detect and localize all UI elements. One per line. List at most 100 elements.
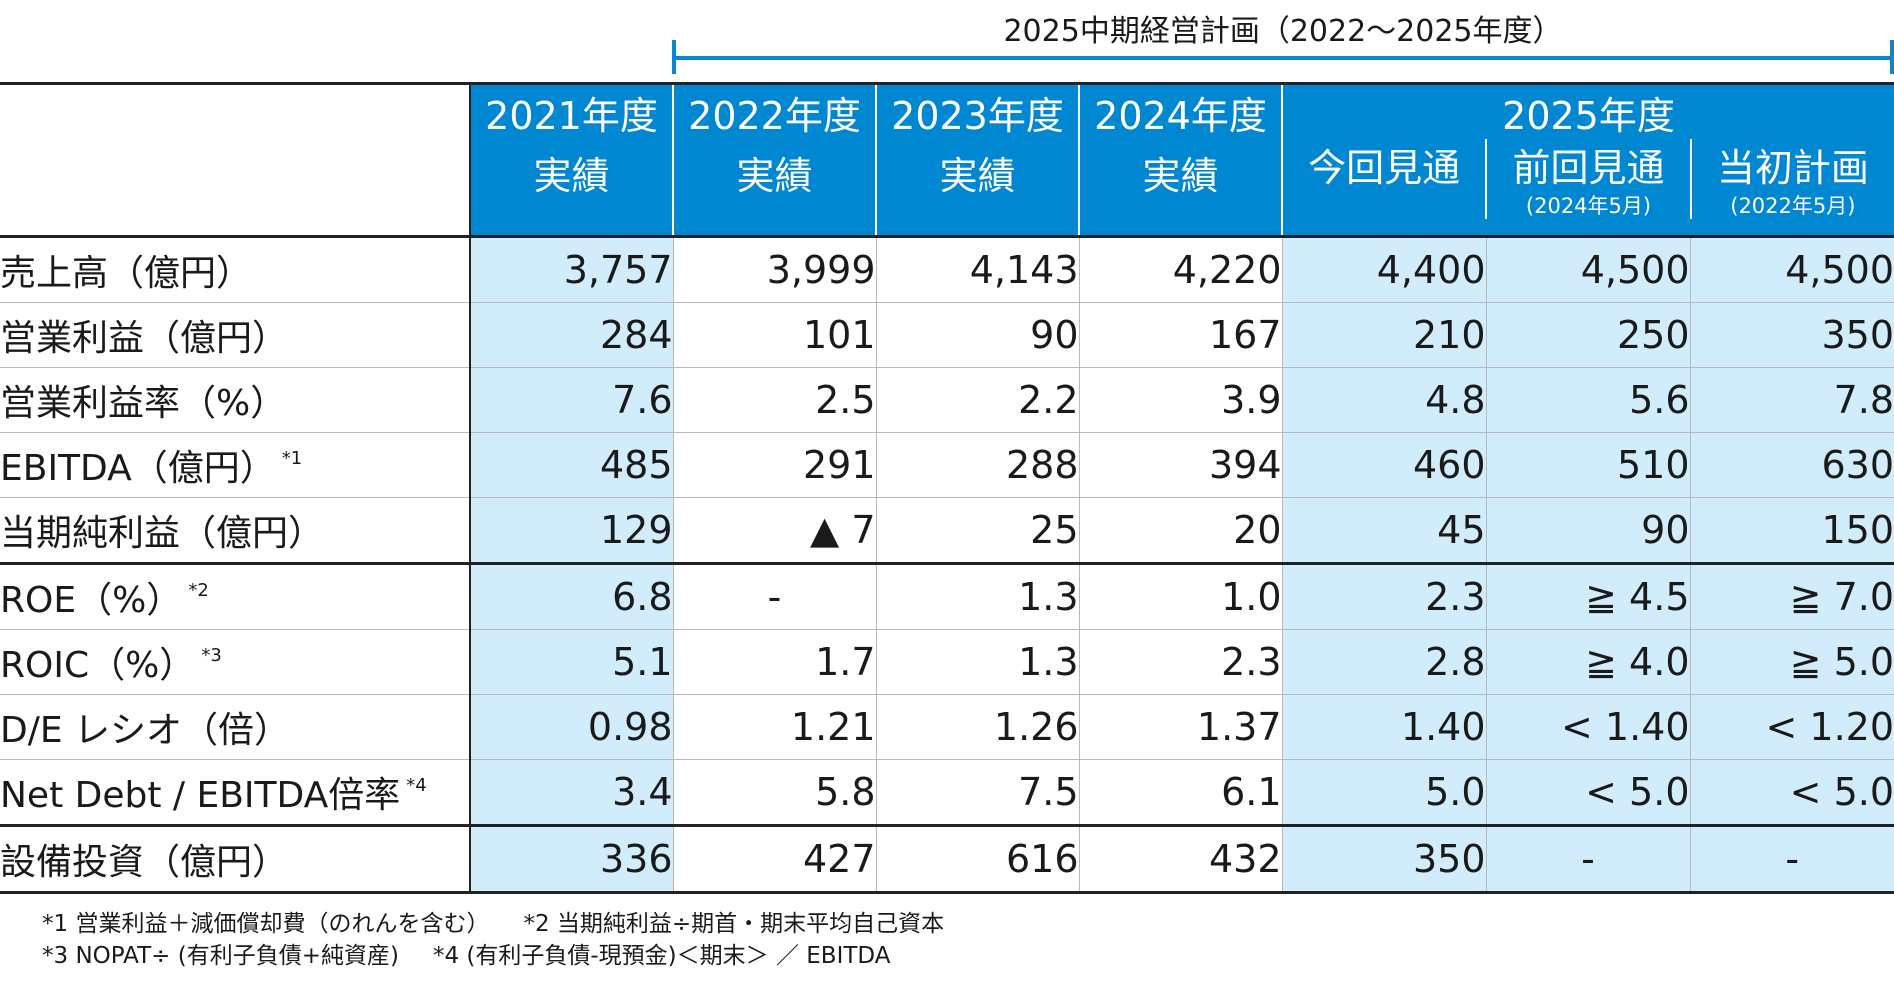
header-fy2022: 2022年度 実績 <box>672 82 876 238</box>
value-cell: 45 <box>1281 497 1486 565</box>
header-year: 2021年度 <box>485 94 658 138</box>
value-cell: 432 <box>1078 825 1282 894</box>
footnote: *4 (有利子負債-現預金)＜期末＞ ／ EBITDA <box>432 943 891 969</box>
value-cell: 2.3 <box>1078 629 1282 695</box>
value-cell: 4,400 <box>1281 236 1486 303</box>
row-label: 設備投資（億円） <box>0 825 471 894</box>
row-footnote-ref: *3 <box>201 645 222 666</box>
plan-caption-text: 2025中期経営計画（2022〜2025年度） <box>1003 14 1563 49</box>
value-cell: 4.8 <box>1281 367 1486 433</box>
row-label: 営業利益率（%） <box>0 367 471 433</box>
value-cell: 150 <box>1689 497 1894 565</box>
value-cell: 129 <box>470 497 673 565</box>
header-fy2024: 2024年度 実績 <box>1078 82 1282 238</box>
row-label: 当期純利益（億円） <box>0 497 471 565</box>
header-fy2025-previous: 前回見通 (2024年5月) <box>1485 139 1689 219</box>
value-cell: 101 <box>672 302 876 368</box>
footnote: *1 営業利益＋減価償却費（のれんを含む） <box>42 911 490 937</box>
row-label-text: EBITDA（億円） <box>0 448 276 489</box>
value-cell: 1.21 <box>672 694 876 760</box>
value-cell: 288 <box>875 432 1079 498</box>
value-cell: ▲ 7 <box>672 497 876 565</box>
value-cell: 167 <box>1078 302 1282 368</box>
value-cell: 1.0 <box>1078 563 1282 630</box>
value-cell: < 1.20 <box>1689 694 1894 760</box>
row-label-text: ROE（%） <box>0 580 183 621</box>
value-cell: 250 <box>1485 302 1690 368</box>
value-cell: 210 <box>1281 302 1486 368</box>
header-sub: 今回見通 <box>1308 146 1461 190</box>
value-cell: ≧ 7.0 <box>1689 563 1894 630</box>
plan-bracket-line <box>672 56 1894 60</box>
table-row: ROIC（%） *3 5.1 1.7 1.3 2.3 2.8 ≧ 4.0 ≧ 5.0 <box>0 629 1894 695</box>
plan-bracket-left-tick <box>672 40 676 74</box>
table-row: ROE（%） *2 6.8-1.3 1.0 2.3 ≧ 4.5 ≧ 7.0 <box>0 563 1894 630</box>
value-cell: 5.0 <box>1281 759 1486 827</box>
value-cell: 7.8 <box>1689 367 1894 433</box>
value-cell: < 1.40 <box>1485 694 1690 760</box>
value-cell: 3,757 <box>470 236 673 303</box>
header-sub: 実績 <box>533 154 610 198</box>
value-cell: 336 <box>470 825 673 894</box>
value-cell: 3.4 <box>470 759 673 827</box>
header-sub: 実績 <box>1142 154 1219 198</box>
header-fy2025: 2025年度 今回見通 前回見通 (2024年5月) 当初計画 (2022年5月… <box>1280 82 1894 238</box>
table-row: Net Debt / EBITDA倍率 *4 3.4 5.8 7.5 6.1 5.0 < 5.… <box>0 759 1894 827</box>
value-cell: 4,500 <box>1689 236 1894 303</box>
value-cell: - <box>1485 825 1690 894</box>
header-sub: 当初計画 <box>1716 146 1869 190</box>
value-cell: 7.5 <box>875 759 1079 827</box>
header-fy2023: 2023年度 実績 <box>875 82 1079 238</box>
value-cell: 3.9 <box>1078 367 1282 433</box>
footnote: *2 当期純利益÷期首・期末平均自己資本 <box>523 911 945 937</box>
value-cell: 485 <box>470 432 673 498</box>
row-label: 営業利益（億円） <box>0 302 471 368</box>
value-cell: 616 <box>875 825 1079 894</box>
value-cell: ≧ 5.0 <box>1689 629 1894 695</box>
value-cell: 630 <box>1689 432 1894 498</box>
value-cell: 5.8 <box>672 759 876 827</box>
value-cell: 5.1 <box>470 629 673 695</box>
value-cell: 1.3 <box>875 563 1079 630</box>
value-cell: 1.37 <box>1078 694 1282 760</box>
header-year: 2024年度 <box>1094 94 1267 138</box>
value-cell: 2.8 <box>1281 629 1486 695</box>
value-cell: 394 <box>1078 432 1282 498</box>
value-cell: 4,143 <box>875 236 1079 303</box>
value-cell: 460 <box>1281 432 1486 498</box>
value-cell: 20 <box>1078 497 1282 565</box>
value-cell: 90 <box>1485 497 1690 565</box>
value-cell: < 5.0 <box>1689 759 1894 827</box>
header-note: (2022年5月) <box>1730 194 1856 218</box>
row-label: Net Debt / EBITDA倍率 *4 <box>0 759 471 827</box>
kpi-table: 2021年度 実績 2022年度 実績 2023年度 実績 2024年度 実績 … <box>0 82 1894 894</box>
footnote-line: *3 NOPAT÷ (有利子負債+純資産) *4 (有利子負債-現預金)＜期末＞ … <box>42 940 944 972</box>
value-cell: - <box>672 563 876 630</box>
row-label: ROIC（%） *3 <box>0 629 471 695</box>
value-cell: 5.6 <box>1485 367 1690 433</box>
value-cell: ≧ 4.0 <box>1485 629 1690 695</box>
value-cell: 291 <box>672 432 876 498</box>
value-cell: 25 <box>875 497 1079 565</box>
value-cell: 350 <box>1689 302 1894 368</box>
header-corner <box>0 82 471 238</box>
value-cell: - <box>1689 825 1894 894</box>
footnotes: *1 営業利益＋減価償却費（のれんを含む） *2 当期純利益÷期首・期末平均自己資… <box>42 908 944 972</box>
row-label: ROE（%） *2 <box>0 563 471 630</box>
row-footnote-ref: *1 <box>281 448 303 469</box>
row-label: 売上高（億円） <box>0 236 471 303</box>
table-row: 営業利益率（%） 7.6 2.5 2.2 3.9 4.8 5.6 7.8 <box>0 367 1894 433</box>
row-label-text: 売上高（億円） <box>0 253 253 294</box>
row-label-text: 営業利益率（%） <box>0 383 287 424</box>
row-label-text: D/E レシオ（倍） <box>0 710 291 751</box>
value-cell: 1.7 <box>672 629 876 695</box>
value-cell: 427 <box>672 825 876 894</box>
value-cell: 7.6 <box>470 367 673 433</box>
kpi-table-body: 売上高（億円） 3,757 3,999 4,143 4,220 4,400 4,500 4,5… <box>0 236 1894 894</box>
value-cell: ≧ 4.5 <box>1485 563 1690 630</box>
mid-term-plan-caption: 2025中期経営計画（2022〜2025年度） <box>672 8 1894 74</box>
row-label-text: 営業利益（億円） <box>0 318 289 359</box>
table-row: 営業利益（億円） 284 101 90 167 210 250 350 <box>0 302 1894 368</box>
value-cell: 1.3 <box>875 629 1079 695</box>
value-cell: 90 <box>875 302 1079 368</box>
